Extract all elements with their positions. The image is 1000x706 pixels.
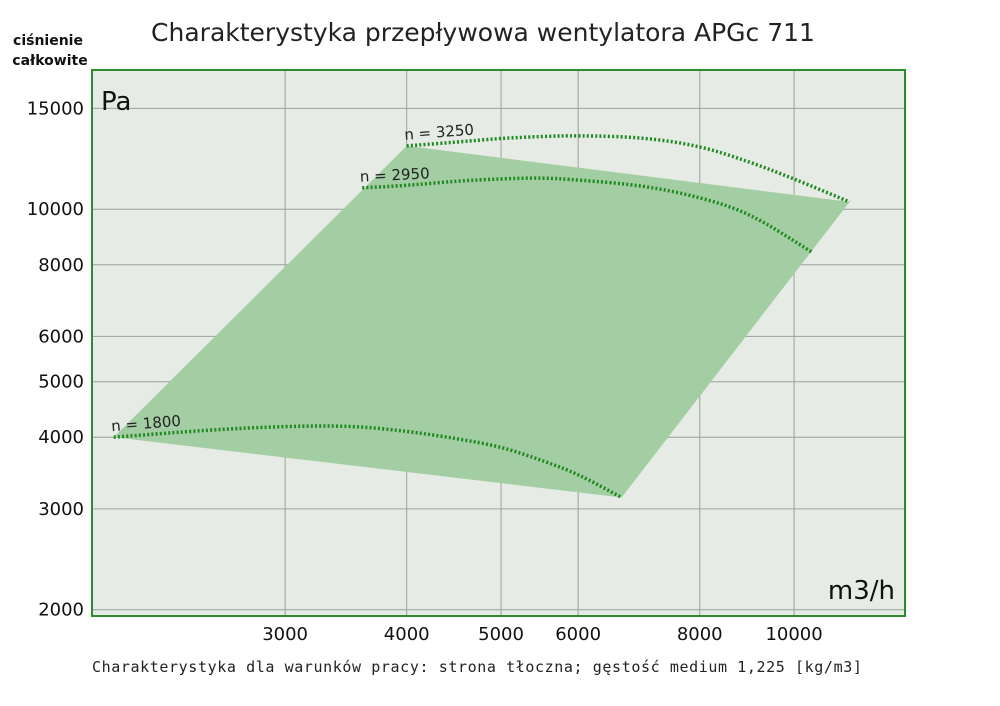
x-unit-label: m3/h (828, 576, 895, 606)
curve-3250 (406, 134, 851, 204)
curve-label: n = 2950 (359, 164, 430, 186)
x-tick-label: 6000 (555, 624, 601, 645)
curve-1800 (113, 424, 623, 500)
x-tick-label: 10000 (765, 624, 822, 645)
x-tick-label: 4000 (384, 624, 430, 645)
y-tick-label: 4000 (38, 427, 84, 448)
plot-frame (91, 69, 906, 617)
footer-note: Charakterystyka dla warunków pracy: stro… (92, 658, 863, 676)
y-tick-label: 5000 (38, 372, 84, 393)
x-tick-label: 3000 (262, 624, 308, 645)
y-tick-label: 3000 (38, 499, 84, 520)
curves: n = 1800 n = 2950 n = 3250 (111, 121, 851, 500)
curve-label: n = 3250 (404, 121, 475, 144)
operating-region (113, 145, 850, 498)
x-tick-label: 8000 (677, 624, 723, 645)
y-axis-label-line1: ciśnienie (13, 33, 83, 49)
y-unit-label: Pa (101, 87, 131, 117)
y-axis-label-line2: całkowite (12, 53, 87, 69)
chart-title: Charakterystyka przepływowa wentylatora … (151, 18, 815, 47)
x-tick-label: 5000 (478, 624, 524, 645)
y-tick-label: 8000 (38, 255, 84, 276)
y-tick-label: 2000 (38, 600, 84, 621)
curve-label: n = 1800 (111, 412, 182, 435)
axis-ticks: 3000 4000 5000 6000 8000 10000 2000 3000 4000 500… (27, 98, 823, 645)
y-tick-label: 6000 (38, 326, 84, 347)
y-tick-label: 15000 (27, 98, 84, 119)
curve-2950 (362, 176, 814, 255)
y-tick-label: 10000 (27, 199, 84, 220)
